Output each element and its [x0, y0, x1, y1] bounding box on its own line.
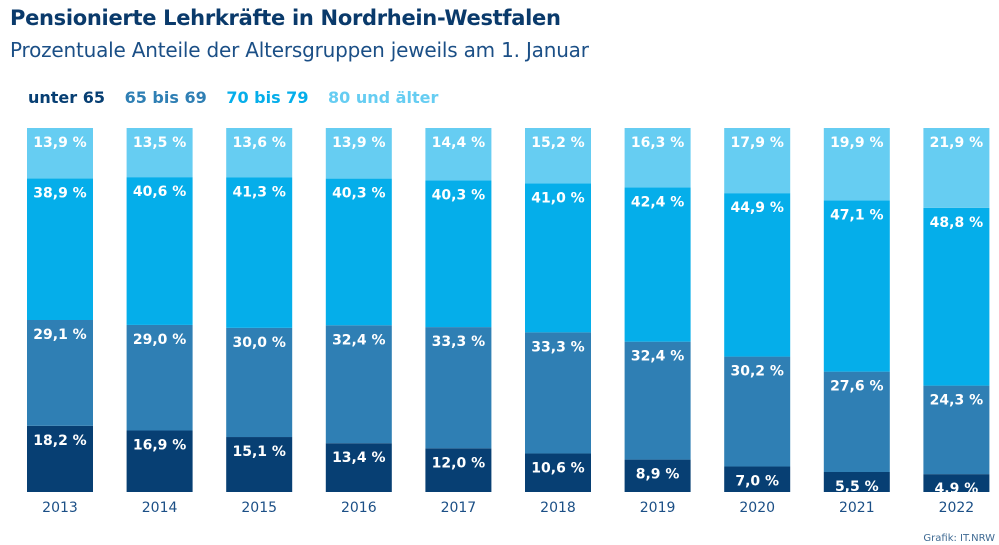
- bar-segment-2016-s2: [325, 178, 392, 326]
- bar-segment-2015-s3: [226, 128, 293, 178]
- data-label-2016-s0: 13,4 %: [332, 450, 385, 466]
- data-label-2018-s1: 33,3 %: [531, 339, 584, 355]
- x-tick-label-2017: 2017: [441, 500, 477, 516]
- data-label-2019-s1: 32,4 %: [631, 349, 684, 365]
- x-tick-label-2018: 2018: [540, 500, 576, 516]
- x-tick-label-2014: 2014: [142, 500, 178, 516]
- legend: unter 65 65 bis 69 70 bis 79 80 und älte…: [28, 88, 452, 107]
- data-label-2018-s3: 15,2 %: [531, 135, 584, 151]
- data-label-2020-s3: 17,9 %: [730, 135, 783, 151]
- x-tick-label-2016: 2016: [341, 500, 377, 516]
- data-label-2019-s3: 16,3 %: [631, 135, 684, 151]
- bar-segment-2015-s2: [226, 177, 293, 328]
- bar-segment-2019-s3: [624, 128, 691, 188]
- bar-segment-2017-s1: [425, 327, 492, 449]
- bar-segment-2019-s1: [624, 341, 691, 460]
- data-label-2017-s3: 14,4 %: [432, 135, 485, 151]
- bar-segment-2018-s1: [525, 332, 591, 454]
- data-label-2015-s1: 30,0 %: [232, 335, 285, 351]
- data-label-2022-s1: 24,3 %: [930, 393, 983, 409]
- data-label-2016-s3: 13,9 %: [332, 135, 385, 151]
- bar-segment-2015-s0: [226, 437, 293, 492]
- bar-segment-2022-s0: [923, 474, 990, 492]
- data-label-2014-s0: 16,9 %: [133, 437, 186, 453]
- data-label-2019-s2: 42,4 %: [631, 194, 684, 210]
- x-tick-label-2019: 2019: [640, 500, 676, 516]
- x-tick-label-2013: 2013: [42, 500, 78, 516]
- x-tick-label-2015: 2015: [241, 500, 277, 516]
- bar-segment-2021-s1: [823, 371, 890, 472]
- data-label-2013-s2: 38,9 %: [33, 186, 86, 202]
- data-label-2018-s2: 41,0 %: [531, 190, 584, 206]
- bar-segment-2018-s3: [525, 128, 591, 184]
- bar-segment-2018-s0: [525, 453, 591, 492]
- data-label-2022-s0: 4,9 %: [935, 481, 979, 497]
- bar-segment-2015-s1: [226, 327, 293, 438]
- data-label-2014-s1: 29,0 %: [133, 332, 186, 348]
- data-label-2021-s0: 5,5 %: [835, 479, 879, 495]
- bar-segment-2014-s3: [126, 128, 193, 178]
- data-label-2021-s2: 47,1 %: [830, 207, 883, 223]
- data-label-2016-s2: 40,3 %: [332, 186, 385, 202]
- bar-segment-2019-s0: [624, 459, 691, 492]
- data-label-2013-s3: 13,9 %: [33, 135, 86, 151]
- data-label-2015-s3: 13,6 %: [232, 135, 285, 151]
- data-label-2017-s0: 12,0 %: [432, 455, 485, 471]
- data-label-2020-s2: 44,9 %: [730, 200, 783, 216]
- bar-segment-2022-s3: [923, 128, 990, 208]
- bar-segment-2013-s0: [27, 425, 93, 492]
- data-label-2013-s1: 29,1 %: [33, 327, 86, 343]
- bar-segment-2013-s2: [27, 178, 93, 320]
- bar-segment-2016-s1: [325, 325, 392, 444]
- bar-segment-2017-s0: [425, 448, 492, 492]
- bar-segment-2018-s2: [525, 183, 591, 333]
- data-label-2020-s0: 7,0 %: [735, 474, 779, 490]
- bar-segment-2016-s0: [325, 443, 392, 492]
- bar-segment-2017-s3: [425, 128, 492, 181]
- bar-segment-2022-s2: [923, 207, 990, 386]
- data-label-2015-s0: 15,1 %: [232, 444, 285, 460]
- bar-segment-2013-s1: [27, 320, 93, 426]
- legend-item-unter-65: unter 65: [28, 88, 106, 107]
- data-label-2018-s0: 10,6 %: [531, 460, 584, 476]
- bar-segment-2014-s1: [126, 324, 193, 431]
- bar-segment-2016-s3: [325, 128, 392, 179]
- bar-segment-2020-s1: [724, 356, 791, 467]
- data-label-2016-s1: 32,4 %: [332, 332, 385, 348]
- chart-subtitle: Prozentuale Anteile der Altersgruppen je…: [10, 38, 589, 62]
- data-label-2021-s3: 19,9 %: [830, 135, 883, 151]
- bar-segment-2017-s2: [425, 180, 492, 328]
- legend-item-70-bis-79: 70 bis 79: [226, 88, 309, 107]
- x-tick-label-2022: 2022: [939, 500, 975, 516]
- legend-item-65-bis-69: 65 bis 69: [124, 88, 207, 107]
- bar-segment-2021-s3: [823, 128, 890, 201]
- bar-segment-2020-s0: [724, 466, 791, 492]
- data-label-2020-s1: 30,2 %: [730, 364, 783, 380]
- x-tick-label-2020: 2020: [739, 500, 775, 516]
- data-label-2022-s2: 48,8 %: [930, 215, 983, 231]
- legend-item-80-und-aelter: 80 und älter: [328, 88, 439, 107]
- data-label-2014-s2: 40,6 %: [133, 184, 186, 200]
- data-label-2019-s0: 8,9 %: [636, 467, 680, 483]
- chart-title: Pensionierte Lehrkräfte in Nordrhein-Wes…: [10, 6, 561, 30]
- data-label-2021-s1: 27,6 %: [830, 379, 883, 395]
- bar-segment-2021-s2: [823, 200, 890, 372]
- bar-segment-2014-s0: [126, 430, 193, 492]
- source-credit: Grafik: IT.NRW: [923, 533, 995, 544]
- bar-segment-2014-s2: [126, 177, 193, 325]
- bar-segment-2021-s0: [823, 472, 890, 492]
- data-label-2017-s1: 33,3 %: [432, 334, 485, 350]
- data-label-2022-s3: 21,9 %: [930, 135, 983, 151]
- bar-segment-2019-s2: [624, 187, 691, 342]
- bar-segment-2022-s1: [923, 385, 990, 475]
- data-label-2014-s3: 13,5 %: [133, 135, 186, 151]
- data-label-2017-s2: 40,3 %: [432, 187, 485, 203]
- bar-segment-2020-s2: [724, 193, 791, 357]
- data-label-2013-s0: 18,2 %: [33, 433, 86, 449]
- bar-segment-2013-s3: [27, 128, 93, 179]
- data-label-2015-s2: 41,3 %: [232, 185, 285, 201]
- bar-segment-2020-s3: [724, 128, 791, 194]
- x-tick-label-2021: 2021: [839, 500, 875, 516]
